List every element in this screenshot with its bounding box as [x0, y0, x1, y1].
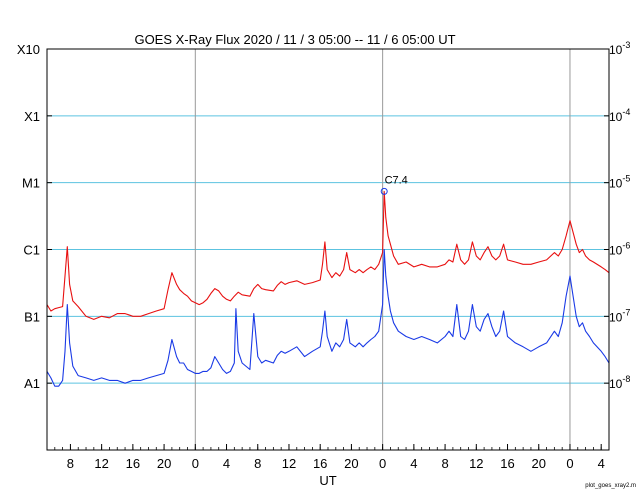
flare-peak-label: C7.4: [385, 174, 408, 186]
x-tick-label: 4: [410, 456, 417, 471]
x-tick-label: 12: [94, 456, 108, 471]
left-tick-label: X10: [17, 42, 40, 57]
right-tick-label: 10-8: [609, 374, 630, 391]
footer-label: plot_goes_xray2.m: [585, 483, 636, 489]
left-tick-label: A1: [24, 376, 40, 391]
left-axis-class-labels: A1 B1 C1 M1 X1 X10: [17, 42, 52, 391]
right-tick-label: 10-7: [609, 307, 630, 324]
x-tick-label: 16: [313, 456, 327, 471]
x-tick-label: 20: [532, 456, 546, 471]
flare-annotation: C7.4: [380, 174, 408, 195]
x-tick-label: 16: [500, 456, 514, 471]
x-tick-label: 4: [223, 456, 230, 471]
x-tick-label: 16: [126, 456, 140, 471]
series-line-2: [46, 248, 610, 387]
right-tick-label: 10-5: [609, 174, 630, 191]
chart-title: GOES X-Ray Flux 2020 / 11 / 3 05:00 -- 1…: [134, 32, 455, 47]
x-tick-label: 8: [67, 456, 74, 471]
x-tick-label: 20: [157, 456, 171, 471]
x-axis-title: UT: [319, 473, 336, 488]
right-tick-label: 10-6: [609, 241, 630, 258]
x-tick-label: 12: [282, 456, 296, 471]
left-tick-label: M1: [22, 176, 40, 191]
x-axis: 8 12 16 20 0 4 8 12 16 20 0 4 8 12 16 20 0 4: [54, 444, 605, 471]
x-tick-label: 0: [192, 456, 199, 471]
series-line-1: [46, 190, 610, 320]
x-tick-label: 0: [566, 456, 573, 471]
flare-peak-marker: [380, 187, 388, 195]
x-tick-label: 8: [254, 456, 261, 471]
left-tick-label: X1: [24, 109, 40, 124]
right-tick-label: 10-4: [609, 107, 630, 124]
series-layer: [46, 190, 610, 387]
left-tick-label: C1: [23, 243, 40, 258]
x-tick-label: 0: [379, 456, 386, 471]
x-tick-label: 8: [441, 456, 448, 471]
x-tick-label: 12: [469, 456, 483, 471]
x-tick-label: 4: [598, 456, 605, 471]
right-tick-label: 10-3: [609, 40, 630, 57]
x-tick-label: 20: [344, 456, 358, 471]
right-axis-flux-labels: 10-8 10-7 10-6 10-5 10-4 10-3: [604, 40, 630, 391]
left-tick-label: B1: [24, 309, 40, 324]
